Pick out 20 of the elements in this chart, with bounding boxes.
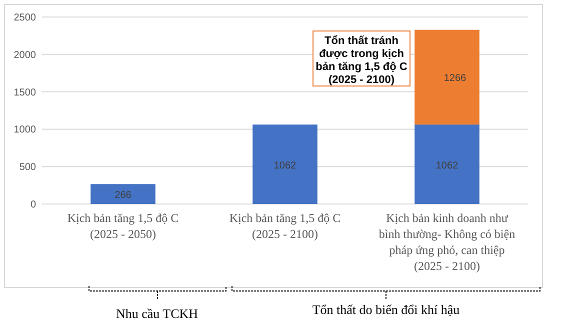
bar (252, 124, 318, 204)
y-tick-label: 500 (19, 162, 36, 174)
bar (414, 30, 480, 125)
y-tick-label: 1500 (14, 87, 36, 98)
x-tick-label: Kịch bản kinh doanh như bình thường- Không có biện pháp ứng phó, can thiệp (2025 - 2100) (378, 211, 516, 273)
y-tick-label: 2000 (14, 50, 36, 61)
data-label: 1062 (436, 160, 459, 172)
annotation: Tổn thất tránh được trong kịch bản tăng 1,5 độ C (2025 - 2100) (316, 35, 408, 86)
y-tick-label: 0 (30, 200, 36, 210)
data-label: 1266 (444, 73, 467, 84)
bar (414, 124, 480, 204)
x-tick-label: Kịch bản tăng 1,5 độ C (2025 - 2050) (67, 211, 179, 241)
y-tick-label: 1000 (14, 124, 36, 136)
data-label: 266 (114, 190, 132, 202)
text: Nhu cầu TCKH (116, 306, 198, 321)
data-label: 1062 (274, 160, 297, 172)
y-tick-label: 2500 (14, 12, 36, 24)
x-tick-label: Kịch bản tăng 1,5 độ C (2025 - 2100) (229, 211, 341, 241)
text: Tổn thất do biến đổi khí hậu (312, 302, 460, 317)
bar (90, 184, 156, 204)
